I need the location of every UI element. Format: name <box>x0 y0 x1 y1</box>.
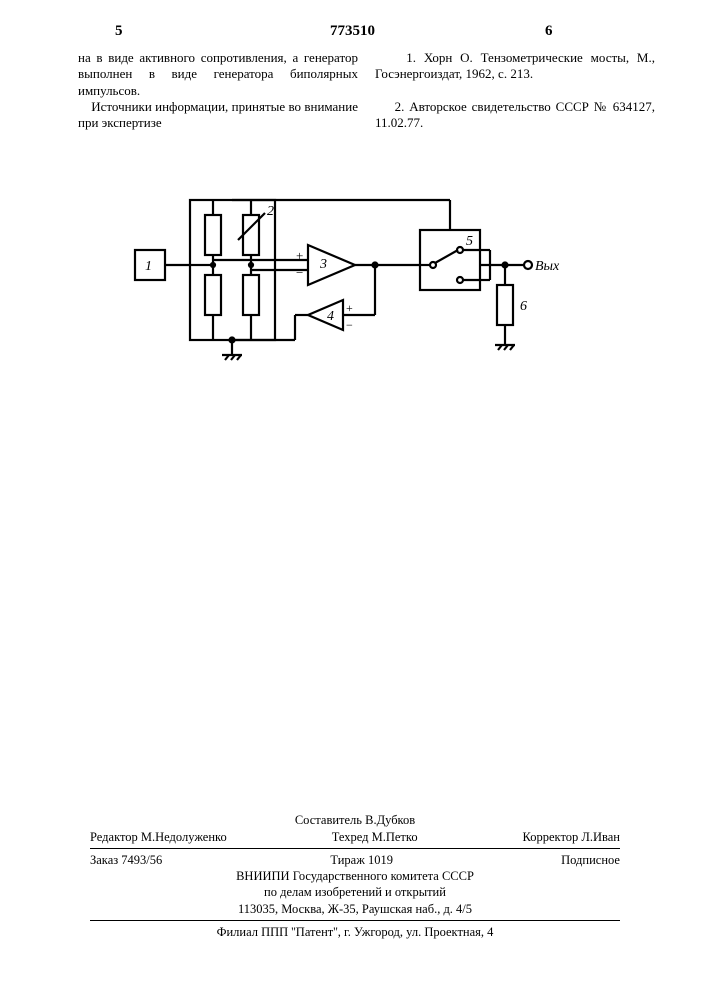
techred: Техред М.Петко <box>332 829 418 845</box>
diagram-label-6: 6 <box>520 299 527 314</box>
diagram-label-out: Вых <box>535 259 560 274</box>
text-column-right: 1. Хорн О. Тензометрические мосты, М., Г… <box>375 50 655 131</box>
svg-text:+: + <box>346 301 353 315</box>
order-row: Заказ 7493/56 Тираж 1019 Подписное <box>90 852 620 868</box>
corrector: Корректор Л.Иван <box>523 829 620 845</box>
circuit-diagram: + − + − <box>130 190 560 400</box>
page-num-right: 6 <box>545 23 553 40</box>
imprint-footer: Составитель В.Дубков Редактор М.Недолуже… <box>90 812 620 940</box>
diagram-label-1: 1 <box>145 259 152 274</box>
diagram-label-2: 2 <box>267 204 274 219</box>
doc-number: 773510 <box>330 23 375 40</box>
address-1: 113035, Москва, Ж-35, Раушская наб., д. … <box>90 901 620 917</box>
page-num-left: 5 <box>115 23 123 40</box>
svg-text:+: + <box>296 248 303 263</box>
org-line-1: ВНИИПИ Государственного комитета СССР <box>90 868 620 884</box>
text-column-left: на в виде активного сопротивления, а ген… <box>78 50 358 131</box>
diagram-label-5: 5 <box>466 234 473 249</box>
org-line-2: по делам изобретений и открытий <box>90 884 620 900</box>
diagram-label-3: 3 <box>319 257 327 272</box>
tirazh: Тираж 1019 <box>330 852 393 868</box>
branch-line: Филиал ППП ''Патент'', г. Ужгород, ул. П… <box>90 924 620 940</box>
order-num: Заказ 7493/56 <box>90 852 162 868</box>
editor: Редактор М.Недолуженко <box>90 829 227 845</box>
compiler-line: Составитель В.Дубков <box>90 812 620 828</box>
svg-text:−: − <box>346 318 353 332</box>
staff-row: Редактор М.Недолуженко Техред М.Петко Ко… <box>90 829 620 845</box>
subscription: Подписное <box>561 852 620 868</box>
svg-text:−: − <box>296 265 303 280</box>
diagram-label-4: 4 <box>327 309 334 324</box>
